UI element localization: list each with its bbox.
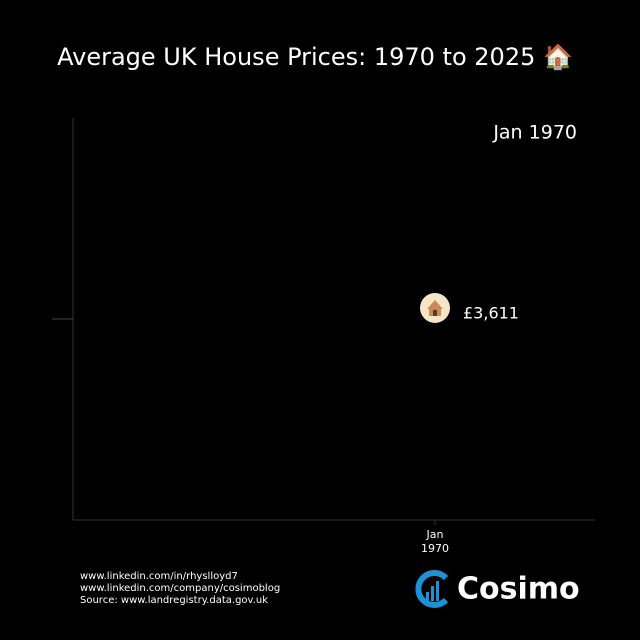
brand-logo (415, 570, 449, 608)
date-annotation: Jan 1970 (492, 122, 577, 144)
logo-bar (426, 592, 429, 601)
brand-name: Cosimo (457, 572, 580, 607)
footer-link: www.linkedin.com/company/cosimoblog (80, 583, 280, 594)
value-label: £3,611 (463, 303, 519, 322)
logo-bar (431, 586, 434, 601)
x-tick-label: 1970 (421, 542, 449, 555)
logo-mark (415, 570, 449, 608)
chart-title: Average UK House Prices: 1970 to 2025 🏠 (57, 43, 573, 71)
house-icon (427, 299, 443, 316)
footer-link: www.linkedin.com/in/rhyslloyd7 (80, 571, 238, 582)
house-door (433, 309, 437, 316)
footer-source: Source: www.landregistry.data.gov.uk (80, 595, 268, 606)
logo-bar (436, 581, 439, 601)
x-tick-label: Jan (426, 528, 444, 541)
